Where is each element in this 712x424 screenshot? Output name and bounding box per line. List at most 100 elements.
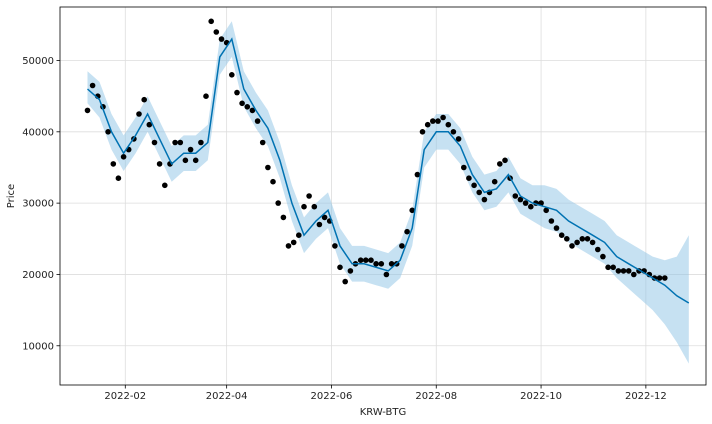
- observed-point: [445, 121, 452, 128]
- observed-point: [450, 129, 457, 135]
- observed-point: [656, 275, 663, 281]
- observed-point: [162, 182, 168, 189]
- observed-point: [141, 96, 147, 103]
- observed-point: [84, 107, 91, 114]
- observed-point: [424, 121, 431, 128]
- observed-point: [631, 271, 637, 278]
- observed-point: [579, 236, 586, 242]
- x-tick-label: 2022-08: [415, 391, 457, 402]
- observed-point: [528, 203, 534, 210]
- observed-point: [466, 175, 472, 181]
- observed-point: [491, 178, 498, 185]
- observed-point: [290, 239, 297, 246]
- observed-point: [584, 236, 591, 242]
- observed-point: [368, 257, 374, 264]
- x-tick-label: 2022-04: [206, 391, 248, 402]
- observed-point: [285, 243, 292, 249]
- observed-point: [471, 182, 477, 189]
- observed-point: [662, 275, 668, 281]
- observed-point: [203, 93, 209, 99]
- observed-point: [600, 253, 606, 260]
- observed-point: [115, 175, 122, 181]
- observed-point: [270, 178, 276, 185]
- observed-point: [198, 139, 204, 146]
- observed-point: [605, 264, 611, 271]
- x-axis-title: KRW-BTG: [360, 407, 407, 418]
- x-tick-label: 2022-10: [520, 391, 562, 402]
- y-tick-label: 20000: [22, 270, 54, 281]
- observed-point: [548, 218, 555, 224]
- observed-point: [239, 100, 245, 107]
- observed-point: [213, 29, 220, 35]
- observed-point: [301, 203, 307, 210]
- observed-point: [481, 196, 488, 203]
- observed-point: [306, 193, 312, 199]
- observed-point: [553, 225, 560, 231]
- observed-point: [620, 268, 627, 274]
- x-tick-label: 2022-12: [625, 391, 667, 402]
- observed-point: [378, 261, 385, 267]
- observed-point: [89, 82, 96, 89]
- observed-point: [321, 214, 328, 221]
- y-axis-title: Price: [6, 184, 17, 208]
- forecast-line-layer: [87, 37, 690, 304]
- y-tick-label: 40000: [22, 127, 54, 138]
- observed-point: [512, 193, 519, 199]
- observed-point: [564, 236, 570, 242]
- observed-point: [120, 154, 127, 160]
- observed-point: [383, 271, 390, 278]
- observed-point: [146, 121, 153, 128]
- x-tick-label: 2022-02: [104, 391, 146, 402]
- observed-point: [357, 257, 364, 264]
- observed-point: [409, 207, 416, 214]
- observed-point: [234, 89, 240, 96]
- observed-point: [363, 257, 369, 264]
- y-tick-label: 50000: [22, 56, 54, 67]
- observed-point: [595, 246, 601, 253]
- observed-point: [254, 118, 261, 124]
- observed-point: [440, 114, 446, 121]
- observed-point: [558, 232, 565, 238]
- observed-point: [296, 232, 302, 238]
- x-tick-label: 2022-06: [311, 391, 353, 402]
- observed-point: [476, 189, 483, 196]
- observed-point: [280, 214, 287, 221]
- observed-point: [388, 261, 395, 267]
- observed-point: [502, 157, 508, 164]
- observed-point: [208, 18, 214, 25]
- observed-points-layer: [84, 18, 668, 285]
- observed-point: [275, 200, 282, 206]
- observed-point: [182, 157, 189, 164]
- observed-point: [172, 139, 178, 146]
- x-axis-ticks: 2022-02 2022-04 2022-06 2022-08 2022-10 2022-…: [104, 385, 667, 402]
- observed-point: [337, 264, 343, 271]
- observed-point: [249, 107, 256, 114]
- plot-area-frame: [59, 6, 707, 386]
- observed-point: [136, 111, 142, 117]
- observed-point: [316, 221, 323, 228]
- observed-point: [404, 228, 410, 235]
- observed-point: [574, 239, 580, 246]
- observed-point: [589, 239, 596, 246]
- observed-point: [455, 136, 462, 142]
- observed-point: [218, 36, 225, 42]
- observed-point: [177, 139, 184, 146]
- observed-point: [105, 129, 111, 135]
- y-tick-label: 30000: [22, 199, 54, 210]
- observed-point: [399, 243, 405, 249]
- observed-point: [414, 171, 421, 178]
- uncertainty-band: [87, 21, 689, 364]
- y-tick-label: 10000: [22, 341, 54, 352]
- y-axis-ticks: 10000 20000 30000 40000 50000: [22, 56, 60, 352]
- observed-point: [569, 243, 575, 249]
- observed-point: [229, 72, 235, 78]
- observed-point: [332, 243, 338, 249]
- observed-point: [342, 278, 349, 285]
- observed-point: [497, 161, 503, 167]
- observed-point: [419, 129, 426, 135]
- observed-point: [110, 161, 117, 167]
- observed-point: [625, 268, 632, 274]
- observed-point: [259, 139, 266, 146]
